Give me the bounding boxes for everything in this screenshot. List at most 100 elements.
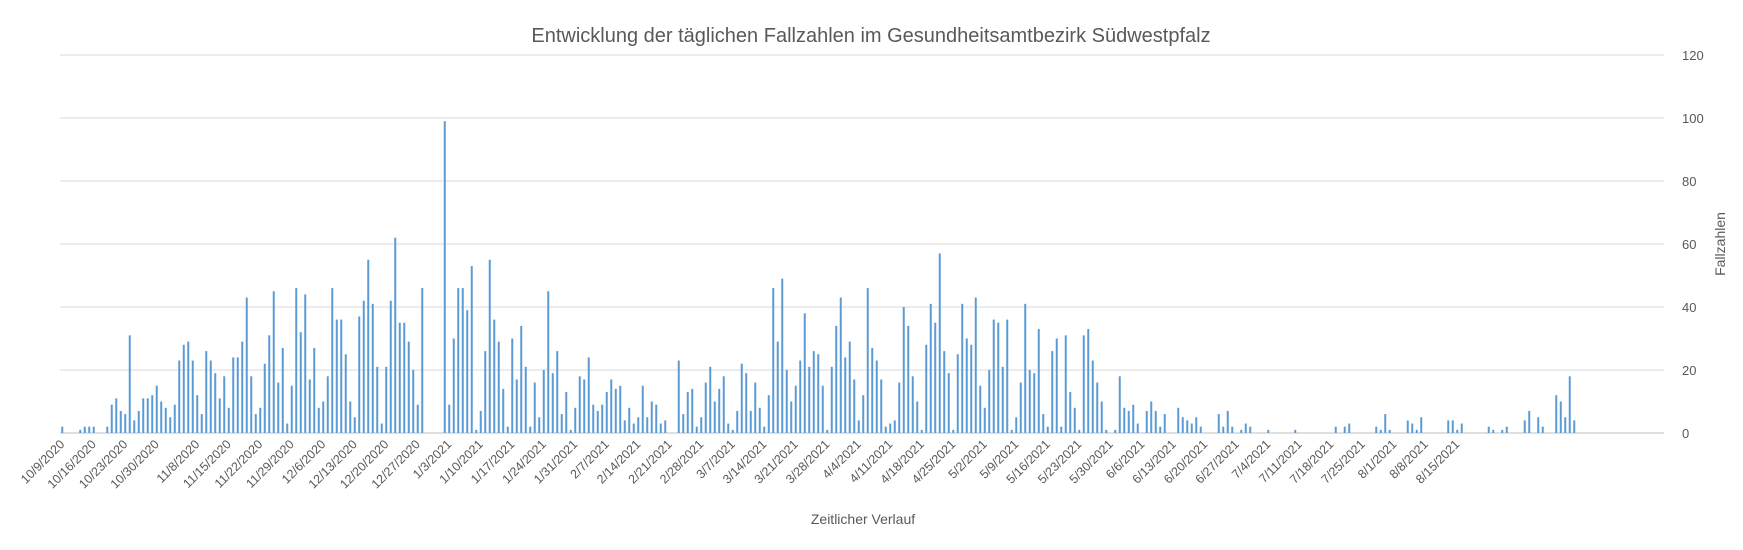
chart-title: Entwicklung der täglichen Fallzahlen im … — [531, 25, 1210, 47]
bar — [934, 322, 937, 433]
bar — [394, 237, 397, 433]
bar — [376, 366, 379, 433]
bar — [1348, 423, 1351, 433]
bar — [313, 347, 316, 433]
bar — [646, 417, 649, 433]
bar — [974, 297, 977, 433]
bar — [830, 366, 833, 433]
bar — [1181, 417, 1184, 433]
bar — [1411, 423, 1414, 433]
bar — [659, 423, 662, 433]
bar — [272, 291, 275, 433]
bar — [565, 392, 568, 433]
bar — [83, 426, 86, 433]
bar — [583, 379, 586, 433]
bar — [1294, 429, 1297, 433]
bar — [1528, 410, 1531, 433]
bar — [1100, 401, 1103, 433]
bar — [308, 379, 311, 433]
bar — [628, 407, 631, 433]
bar — [848, 341, 851, 433]
bar — [457, 288, 460, 433]
bar — [938, 253, 941, 433]
bar — [1573, 420, 1576, 433]
bar — [1541, 426, 1544, 433]
bar — [470, 266, 473, 433]
bar — [929, 303, 932, 433]
bar — [1114, 429, 1117, 433]
bar — [988, 370, 991, 433]
bar — [371, 303, 374, 433]
bar — [979, 385, 982, 433]
bar — [1199, 426, 1202, 433]
bar — [1145, 410, 1148, 433]
bar — [1384, 414, 1387, 433]
bar — [965, 338, 968, 433]
bar — [947, 373, 950, 433]
bar — [772, 288, 775, 433]
bar — [1024, 303, 1027, 433]
bar — [1388, 429, 1391, 433]
bar — [547, 291, 550, 433]
bar — [1064, 335, 1067, 433]
bar — [1186, 420, 1189, 433]
bar — [511, 338, 514, 433]
bar — [227, 407, 230, 433]
bar — [493, 319, 496, 433]
bar — [1537, 417, 1540, 433]
bar — [515, 379, 518, 433]
bar — [911, 376, 914, 433]
bar — [1244, 423, 1247, 433]
bar — [421, 288, 424, 433]
bar — [884, 426, 887, 433]
bar — [781, 278, 784, 433]
bar — [1069, 392, 1072, 433]
y-tick-label: 0 — [1682, 426, 1689, 441]
bar — [551, 373, 554, 433]
bar — [767, 395, 770, 433]
bar — [677, 360, 680, 433]
bar — [353, 417, 356, 433]
bar — [1415, 429, 1418, 433]
bar — [182, 344, 185, 433]
bar — [835, 325, 838, 433]
y-tick-label: 40 — [1682, 300, 1696, 315]
bar — [322, 401, 325, 433]
bar — [1051, 351, 1054, 433]
bar — [893, 420, 896, 433]
bar — [614, 388, 617, 433]
bar — [466, 310, 469, 433]
bar — [236, 357, 239, 433]
bar — [529, 426, 532, 433]
bar — [952, 429, 955, 433]
bar — [1042, 414, 1045, 433]
bar — [839, 297, 842, 433]
bar — [956, 354, 959, 433]
bar — [169, 417, 172, 433]
bar — [1132, 404, 1135, 433]
bar — [407, 341, 410, 433]
bar — [866, 288, 869, 433]
bar — [326, 376, 329, 433]
bar — [340, 319, 343, 433]
x-axis-label: Zeitlicher Verlauf — [811, 511, 915, 527]
y-tick-label: 60 — [1682, 237, 1696, 252]
bar — [524, 366, 527, 433]
bar — [1082, 335, 1085, 433]
bar — [1240, 429, 1243, 433]
bar — [178, 360, 181, 433]
bar — [1505, 426, 1508, 433]
bar — [119, 410, 122, 433]
bar — [1087, 329, 1090, 433]
bar — [596, 410, 599, 433]
bar — [1267, 429, 1270, 433]
bar — [200, 414, 203, 433]
bar — [1420, 417, 1423, 433]
bar — [691, 388, 694, 433]
bar — [218, 398, 221, 433]
bar — [1096, 382, 1099, 433]
bar — [475, 429, 478, 433]
bar — [700, 417, 703, 433]
